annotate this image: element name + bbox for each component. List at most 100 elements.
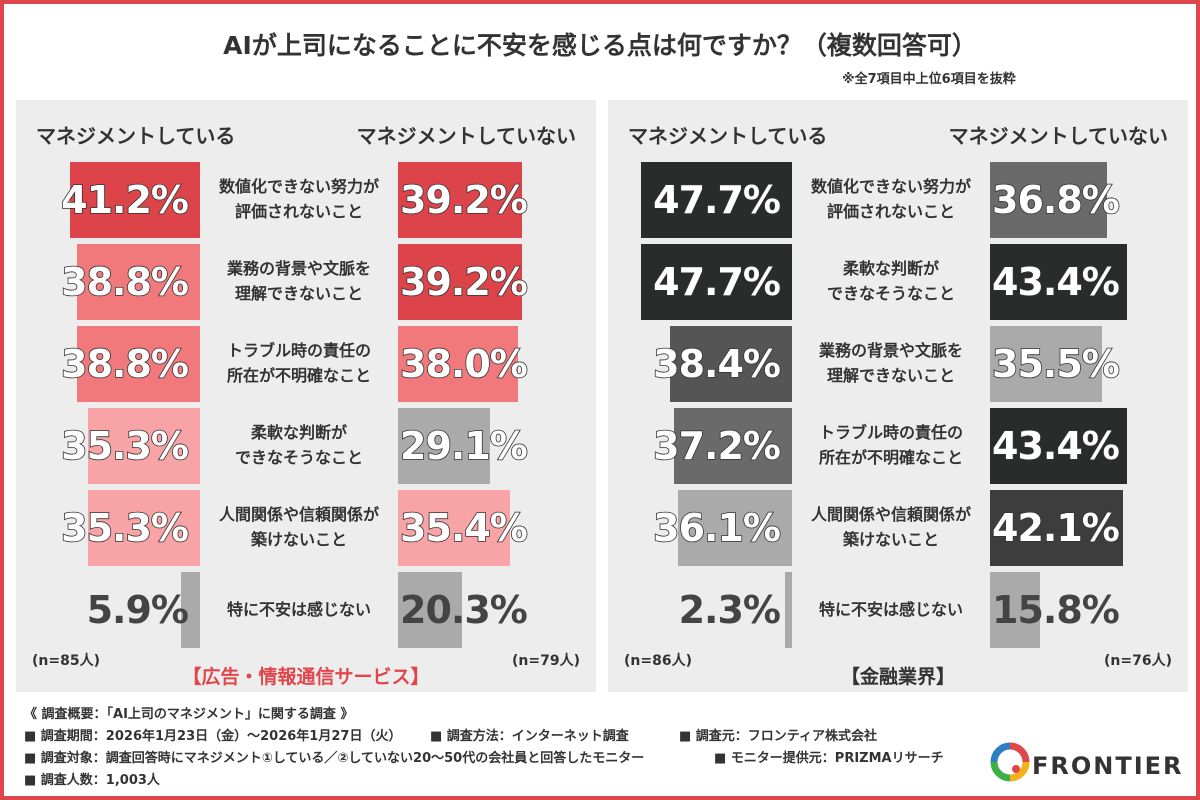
bar-managing (181, 572, 200, 648)
value-label-not-managing: 35.4% (399, 505, 528, 551)
bar-not-managing (990, 490, 1123, 566)
note-method: ■ 調査方法：インターネット調査 (430, 729, 629, 744)
n-managing: (n=86人) (624, 653, 692, 669)
value-label-not-managing: 20.3% (400, 588, 528, 632)
bar-managing (88, 408, 200, 484)
item-label-line: トラブル時の責任の (226, 341, 371, 361)
value-label-not-managing: 39.2% (399, 259, 528, 305)
item-label: トラブル時の責任の 所在が不明確なこと (206, 326, 392, 402)
bar-not-managing (990, 244, 1127, 320)
bar-not-managing (990, 326, 1102, 402)
value-label-managing: 41.2% (60, 177, 189, 223)
category-label: 【広告・情報通信サービス】 (182, 666, 430, 688)
bar-not-managing (990, 162, 1107, 238)
note-overview: 《 調査概要：「AI上司のマネジメント」に関する調査 》 (24, 707, 354, 722)
item-label-line: 所在が不明確なこと (818, 448, 963, 467)
item-label: 特に不安は感じない (206, 572, 392, 648)
item-label-line: できなそうなこと (234, 448, 363, 467)
note-count: ■ 調査人数：1,003人 (24, 773, 160, 788)
bar-not-managing (990, 572, 1040, 648)
item-label-line: 柔軟な判断が (250, 423, 347, 443)
value-label-not-managing: 35.5% (991, 341, 1120, 387)
item-label: 人間関係や信頼関係が 築けないこと (798, 490, 984, 566)
bar-not-managing (398, 408, 490, 484)
panel-advertising-it: マネジメントしている マネジメントしていない (n=85人) (n=79人) 【… (16, 100, 596, 692)
value-label-not-managing: 15.8% (992, 588, 1120, 632)
item-label-line: トラブル時の責任の (818, 423, 963, 443)
value-label-managing: 35.3% (60, 423, 189, 469)
value-label-not-managing: 36.8% (991, 177, 1120, 223)
value-label-not-managing: 39.2% (399, 177, 528, 223)
item-label-line: 業務の背景や文脈を (226, 259, 371, 279)
bar-managing (77, 244, 200, 320)
bar-not-managing (398, 490, 510, 566)
frontier-logo-icon (990, 742, 1030, 782)
subnote: ※全7項目中上位6項目を抜粋 (842, 72, 1016, 87)
bar-not-managing (398, 326, 518, 402)
item-label-line: 所在が不明確なこと (226, 366, 371, 385)
note-provider: ■ モニター提供元：PRIZMAリサーチ (714, 751, 944, 766)
item-label-line: 評価されないこと (234, 202, 363, 221)
item-label-line: 数値化できない努力が (810, 177, 971, 197)
value-label-managing: 5.9% (86, 588, 189, 632)
item-label-line: 数値化できない努力が (218, 177, 379, 197)
item-label: トラブル時の責任の 所在が不明確なこと (798, 408, 984, 484)
bar-managing (678, 490, 792, 566)
bar-not-managing (398, 572, 462, 648)
value-label-not-managing: 38.0% (399, 341, 528, 387)
item-label-line: 柔軟な判断が (842, 259, 939, 279)
n-not-managing: (n=76人) (1104, 653, 1172, 669)
item-label: 数値化できない努力が 評価されないこと (206, 162, 392, 238)
value-label-managing: 47.7% (652, 177, 781, 223)
item-label: 柔軟な判断が できなそうなこと (206, 408, 392, 484)
item-label-line: 業務の背景や文脈を (818, 341, 963, 361)
item-label: 業務の背景や文脈を 理解できないこと (798, 326, 984, 402)
value-label-managing: 47.7% (652, 259, 781, 305)
item-label-line: 理解できないこと (234, 284, 363, 303)
item-label-line: 理解できないこと (826, 366, 955, 385)
item-label-line: できなそうなこと (826, 284, 955, 303)
bar-managing (674, 408, 792, 484)
item-label-line: 特に不安は感じない (818, 599, 963, 619)
value-label-not-managing: 42.1% (991, 505, 1120, 551)
panel-finance: マネジメントしている マネジメントしていない (n=86人) (n=76人) 【… (608, 100, 1188, 692)
item-label: 業務の背景や文脈を 理解できないこと (206, 244, 392, 320)
note-period: ■ 調査期間：2026年1月23日（金）～2026年1月27日（火） (24, 729, 402, 744)
chart-title: AIが上司になることに不安を感じる点は何ですか？（複数回答可） (223, 31, 977, 60)
value-label-managing: 38.4% (652, 341, 781, 387)
item-label-line: 特に不安は感じない (226, 599, 371, 619)
category-label: 【金融業界】 (840, 666, 955, 688)
bar-not-managing (398, 162, 522, 238)
bar-not-managing (990, 408, 1127, 484)
bar-managing (641, 162, 792, 238)
item-label-line: 人間関係や信頼関係が (810, 505, 971, 525)
bar-managing (670, 326, 792, 402)
header-not-managing: マネジメントしていない (356, 124, 576, 148)
frontier-logo-text: FRONTIER (1032, 752, 1184, 780)
value-label-managing: 38.8% (60, 341, 189, 387)
bar-not-managing (398, 244, 522, 320)
value-label-not-managing: 43.4% (991, 259, 1120, 305)
header-managing: マネジメントしている (628, 124, 828, 148)
value-label-managing: 38.8% (60, 259, 189, 305)
item-label-line: 人間関係や信頼関係が (218, 505, 379, 525)
value-label-managing: 36.1% (652, 505, 781, 551)
bar-managing (77, 326, 200, 402)
note-target: ■ 調査対象：調査回答時にマネジメント①している／②していない20～50代の会社… (24, 751, 645, 766)
item-label-line: 評価されないこと (826, 202, 955, 221)
value-label-managing: 35.3% (60, 505, 189, 551)
header-managing: マネジメントしている (36, 124, 236, 148)
n-managing: (n=85人) (32, 653, 100, 669)
bar-managing (785, 572, 792, 648)
header-not-managing: マネジメントしていない (948, 124, 1168, 148)
item-label: 特に不安は感じない (798, 572, 984, 648)
bar-managing (641, 244, 792, 320)
item-label-line: 築けないこと (250, 530, 347, 549)
item-label-line: 築けないこと (842, 530, 939, 549)
item-label: 数値化できない努力が 評価されないこと (798, 162, 984, 238)
bar-managing (70, 162, 200, 238)
n-not-managing: (n=79人) (512, 653, 580, 669)
item-label: 人間関係や信頼関係が 築けないこと (206, 490, 392, 566)
value-label-not-managing: 43.4% (991, 423, 1120, 469)
